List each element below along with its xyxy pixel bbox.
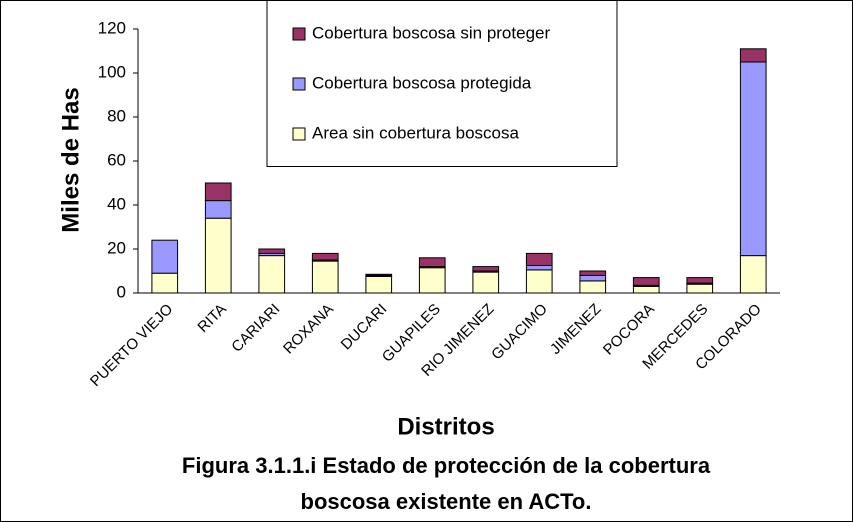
bar-segment [418,257,446,268]
bar-segment [204,217,232,294]
bar-segment [365,273,393,276]
legend-swatch [292,77,306,91]
legend-label: Cobertura boscosa sin proteger [312,23,550,42]
bar-segment [632,285,660,294]
y-tick-label: 40 [107,194,126,213]
bar-segment [151,272,179,294]
bar-segment [311,260,339,294]
legend-label: Area sin cobertura boscosa [312,123,519,142]
legend-box [266,0,618,167]
bar-segment [739,255,767,294]
legend-swatch [292,27,306,41]
y-tick-label: 100 [98,62,126,81]
bar-segment [579,280,607,294]
bar-segment [739,48,767,63]
y-axis-label: Miles de Has [57,87,84,232]
x-axis-label: Distritos [397,413,494,440]
bar-segment [151,239,179,274]
bar-segment [686,277,714,284]
y-tick-label: 0 [117,282,126,301]
bar-segment [258,255,286,294]
y-tick-label: 120 [98,18,126,37]
legend-swatch [292,127,306,141]
bar-segment [579,270,607,276]
bar-segment [739,61,767,257]
y-tick-label: 60 [107,150,126,169]
bar-segment [632,277,660,286]
bar-segment [472,271,500,294]
bar-segment [525,269,553,294]
bar-segment [472,266,500,272]
bar-segment [525,252,553,266]
bar-segment [204,200,232,219]
bar-segment [365,276,393,294]
legend-label: Cobertura boscosa protegida [312,73,532,92]
bar-segment [418,267,446,294]
bar-segment [204,182,232,202]
bar-segment [686,283,714,294]
caption: boscosa existente en ACTo. [301,489,592,514]
bar-segment [258,248,286,254]
y-tick-label: 20 [107,238,126,257]
bar-segment [311,252,339,261]
caption: Figura 3.1.1.i Estado de protección de l… [182,453,711,478]
y-tick-label: 80 [107,106,126,125]
bar-segment [579,274,607,282]
bar-segment [525,265,553,271]
